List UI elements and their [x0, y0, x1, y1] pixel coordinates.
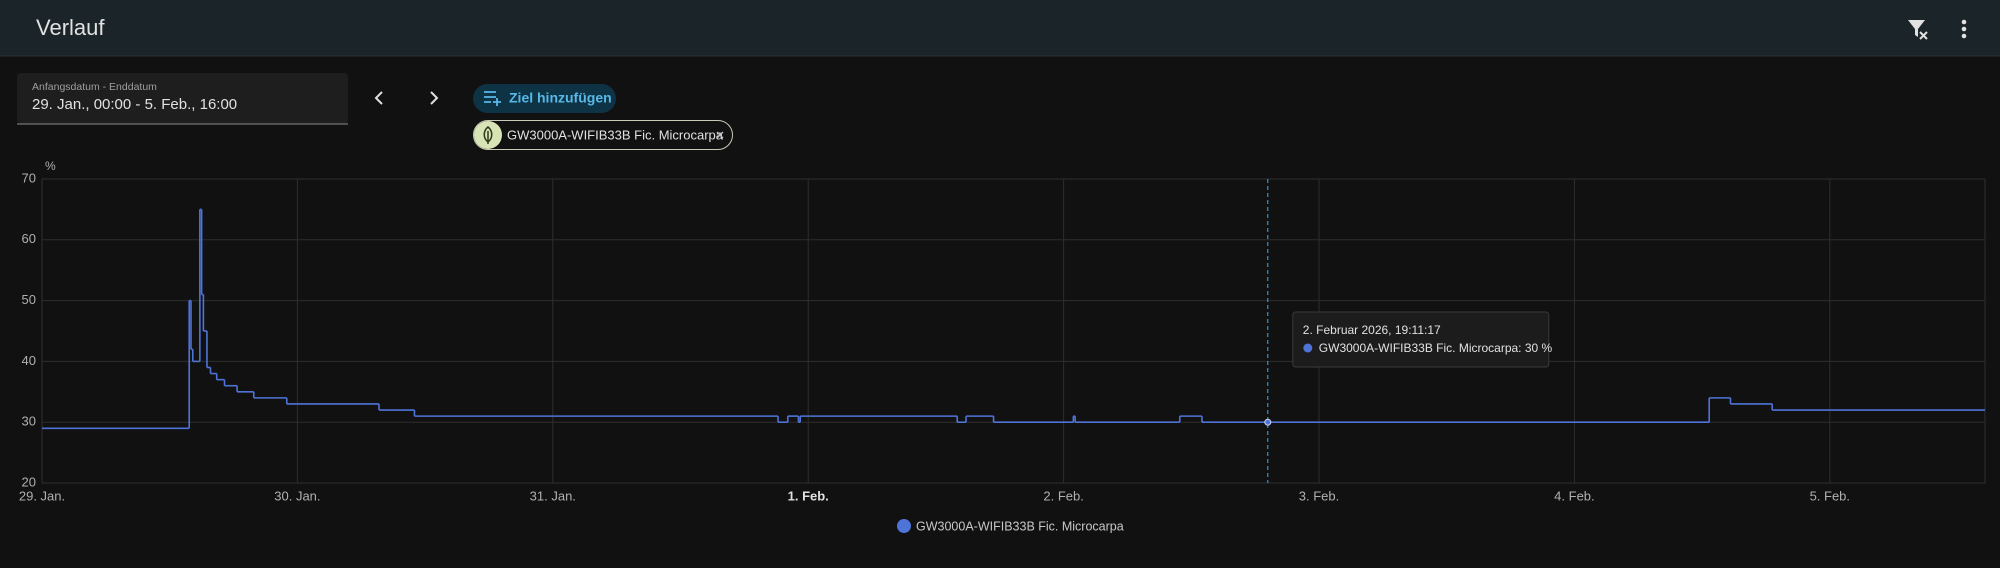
add-target-bg	[473, 84, 616, 113]
date-value: 29. Jan., 00:00 - 5. Feb., 16:00	[32, 96, 237, 113]
target-chip[interactable]: GW3000A-WIFIB33B Fic. Microcarpa	[473, 120, 733, 150]
add-icon	[484, 91, 501, 106]
page-title: Verlauf	[36, 15, 105, 40]
x-tick-label: 29. Jan.	[19, 488, 65, 503]
x-tick-label: 30. Jan.	[274, 488, 320, 503]
x-tick-label: 4. Feb.	[1554, 488, 1594, 503]
y-tick-label: 50	[22, 292, 36, 307]
x-tick-label: 2. Feb.	[1043, 488, 1083, 503]
top-bar	[0, 0, 2000, 56]
filter-icon	[1908, 20, 1925, 37]
menu-dot	[1961, 19, 1967, 25]
tooltip-title: 2. Februar 2026, 19:11:17	[1303, 323, 1441, 337]
menu-dot	[1961, 26, 1967, 32]
x-tick-label: 3. Feb.	[1299, 488, 1339, 503]
chip-remove[interactable]	[716, 131, 724, 139]
x-tick-label: 5. Feb.	[1810, 488, 1850, 503]
y-tick-label: 70	[22, 170, 36, 185]
add-target-label: Ziel hinzufügen	[509, 90, 612, 106]
y-unit: %	[45, 159, 56, 173]
hover-point	[1264, 418, 1272, 426]
chip-outline	[473, 120, 733, 150]
x-tick-label: 31. Jan.	[530, 488, 576, 503]
tooltip-swatch	[1303, 343, 1313, 353]
clear-filter-button[interactable]	[1908, 20, 1928, 40]
y-tick-label: 60	[22, 231, 36, 246]
menu-button[interactable]	[1961, 19, 1967, 39]
y-tick-label: 40	[22, 353, 36, 368]
date-label: Anfangsdatum - Enddatum	[32, 81, 157, 93]
date-field	[17, 73, 348, 124]
y-tick-label: 20	[22, 474, 36, 489]
add-target-button[interactable]: Ziel hinzufügen	[473, 84, 616, 113]
x-tick-label: 1. Feb.	[788, 488, 829, 503]
previous-button[interactable]	[374, 91, 383, 105]
next-button[interactable]	[430, 91, 439, 105]
y-tick-label: 30	[22, 414, 36, 429]
date-range-picker[interactable]: Anfangsdatum - Enddatum 29. Jan., 00:00 …	[17, 73, 348, 125]
leaf-icon	[483, 126, 493, 144]
tooltip-label: GW3000A-WIFIB33B Fic. Microcarpa: 30 %	[1319, 341, 1553, 355]
chip-label: GW3000A-WIFIB33B Fic. Microcarpa	[507, 127, 724, 142]
tooltip-box	[1292, 311, 1550, 368]
legend-item[interactable]: GW3000A-WIFIB33B Fic. Microcarpa	[897, 519, 1124, 533]
menu-dot	[1961, 33, 1967, 39]
legend-swatch	[897, 519, 911, 533]
legend-label: GW3000A-WIFIB33B Fic. Microcarpa	[916, 519, 1124, 533]
series	[42, 208, 1985, 430]
clear-icon	[1919, 31, 1928, 40]
